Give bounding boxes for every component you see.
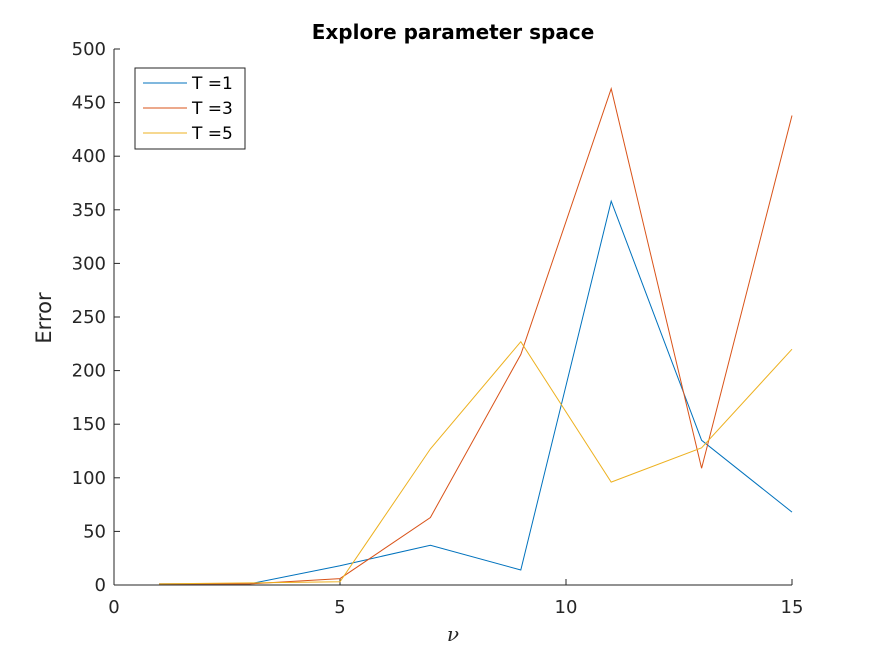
- legend-label: T =3: [191, 99, 233, 119]
- series-line-3: [159, 340, 793, 585]
- y-tick-label: 300: [72, 253, 106, 274]
- series-layer: [159, 86, 793, 585]
- legend-label: T =1: [191, 74, 233, 94]
- y-tick-label: 100: [72, 468, 106, 489]
- x-tick-label: 0: [108, 597, 119, 618]
- y-tick-label: 500: [72, 39, 106, 60]
- legend-label: T =5: [191, 124, 233, 144]
- y-tick-label: 0: [95, 575, 106, 596]
- y-tick-label: 450: [72, 93, 106, 114]
- y-tick-label: 250: [72, 307, 106, 328]
- legend-box: [134, 67, 246, 150]
- y-tick-label: 400: [72, 146, 106, 167]
- y-tick-label: 150: [72, 414, 106, 435]
- y-tick-label: 350: [72, 200, 106, 221]
- x-axis-label: ν: [447, 622, 459, 646]
- series-line-1: [159, 199, 793, 585]
- chart-title: Explore parameter space: [312, 20, 595, 44]
- x-tick-label: 15: [781, 597, 804, 618]
- x-tick-label: 5: [334, 597, 345, 618]
- y-tick-label: 200: [72, 361, 106, 382]
- y-tick-label: 50: [83, 521, 106, 542]
- x-tick-label: 10: [555, 597, 578, 618]
- axes: 0 50 100 150 200 250 300 350 400 450 500 0 5 10 15: [72, 39, 804, 618]
- y-axis-label: Error: [32, 292, 56, 344]
- legend: T =1 T =3 T =5: [134, 67, 246, 150]
